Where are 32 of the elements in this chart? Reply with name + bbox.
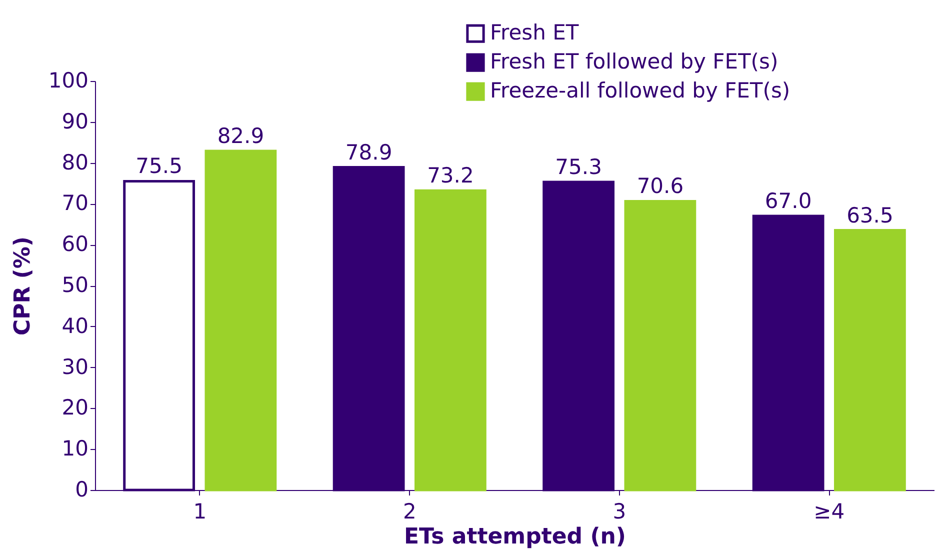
- y-tick-label: 30: [62, 354, 88, 379]
- y-tick-label: 40: [62, 314, 88, 338]
- y-tick-label: 100: [48, 68, 88, 92]
- y-tick-label: 50: [62, 273, 88, 297]
- x-tick-label: 3: [612, 500, 626, 524]
- y-tick-label: 20: [62, 396, 88, 420]
- y-tick-label: 10: [62, 436, 88, 461]
- data-label: 63.5: [846, 203, 894, 228]
- y-axis-title: CPR (%): [10, 236, 36, 336]
- y-tick-label: 0: [75, 478, 88, 502]
- y-tick-label: 80: [62, 150, 88, 174]
- y-tick-label: 60: [62, 232, 88, 256]
- bar: [624, 200, 696, 492]
- data-label: 78.9: [345, 140, 392, 164]
- data-label: 75.5: [136, 154, 182, 178]
- legend-label: Freeze-all followed by FET(s): [490, 78, 790, 102]
- legend-label: Fresh ET followed by FET(s): [490, 50, 778, 74]
- data-label: 67.0: [764, 188, 812, 213]
- x-tick-label: 1: [193, 500, 207, 524]
- legend-label: Fresh ET: [490, 20, 579, 44]
- bar: [414, 189, 486, 492]
- bar: [834, 229, 906, 492]
- bar: [204, 150, 277, 492]
- y-tick-label: 70: [62, 191, 88, 216]
- x-tick-label: 2: [402, 500, 416, 524]
- data-label: 70.6: [636, 174, 684, 198]
- data-label: 82.9: [217, 124, 264, 148]
- x-axis-title: ETs attempted (n): [404, 524, 626, 550]
- data-label: 75.3: [555, 155, 602, 180]
- x-tick-label: ≥4: [814, 500, 845, 524]
- y-tick-label: 90: [62, 109, 88, 134]
- data-label: 73.2: [427, 164, 474, 188]
